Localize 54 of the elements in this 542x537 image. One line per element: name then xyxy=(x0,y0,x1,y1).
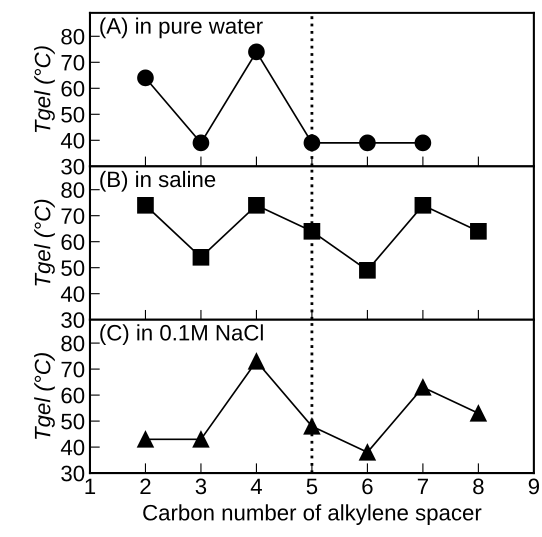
y-axis-title: Tgel (°C) xyxy=(34,200,55,286)
y-tick-label: 70 xyxy=(62,208,84,224)
y-tick-label: 70 xyxy=(62,362,84,378)
y-tick-label: 70 xyxy=(62,54,84,71)
y-tick-label: 30 xyxy=(61,312,84,328)
point xyxy=(304,222,320,240)
x-tick-label: 6 xyxy=(362,478,373,494)
point xyxy=(359,134,376,152)
x-tick-label: 5 xyxy=(306,478,318,494)
point xyxy=(137,430,154,448)
y-axis-title: Tgel (°C) xyxy=(34,46,55,132)
point xyxy=(470,222,487,240)
y-tick-label: 40 xyxy=(60,132,84,149)
x-tick-label: 9 xyxy=(528,478,539,494)
y-tick-label: 40 xyxy=(60,286,84,302)
x-tick-label: 7 xyxy=(418,478,428,494)
y-tick-label: 60 xyxy=(62,80,84,97)
y-tick-label: 30 xyxy=(61,158,84,175)
x-tick-label: 3 xyxy=(196,478,206,494)
point xyxy=(414,196,432,214)
point xyxy=(248,196,265,214)
point xyxy=(304,134,320,152)
y-tick-label: 80 xyxy=(61,182,84,198)
y-tick-label: 60 xyxy=(62,388,84,404)
point xyxy=(470,404,487,422)
point xyxy=(359,444,376,461)
y-tick-label: 60 xyxy=(62,234,84,250)
point xyxy=(304,418,320,435)
y-tick-label: 30 xyxy=(61,466,84,482)
point xyxy=(192,134,210,152)
x-tick-label: 4 xyxy=(250,478,262,494)
y-tick-label: 80 xyxy=(61,28,84,45)
point xyxy=(192,430,210,448)
y-tick-label: 50 xyxy=(61,414,84,430)
point xyxy=(414,378,432,396)
chart-title: (B) in saline xyxy=(100,170,216,192)
point xyxy=(192,248,210,266)
y-tick-label: 50 xyxy=(61,260,84,276)
point xyxy=(137,196,154,214)
y-tick-label: 80 xyxy=(61,336,84,352)
point xyxy=(414,134,432,152)
y-tick-label: 50 xyxy=(61,106,84,123)
point xyxy=(248,44,265,60)
x-tick-label: 1 xyxy=(85,478,96,494)
x-tick-label: 8 xyxy=(473,478,484,494)
point xyxy=(248,352,265,370)
y-tick-label: 40 xyxy=(60,440,84,456)
chart-title: (C) in 0.1M NaCl xyxy=(100,324,263,345)
point xyxy=(137,70,154,86)
y-axis-title: Tgel (°C) xyxy=(34,353,55,439)
chart-title: (A) in pure water xyxy=(100,17,263,38)
point xyxy=(359,262,376,279)
x-axis-title: Carbon number of alkylene spacer xyxy=(143,504,482,525)
x-tick-label: 2 xyxy=(140,478,151,494)
